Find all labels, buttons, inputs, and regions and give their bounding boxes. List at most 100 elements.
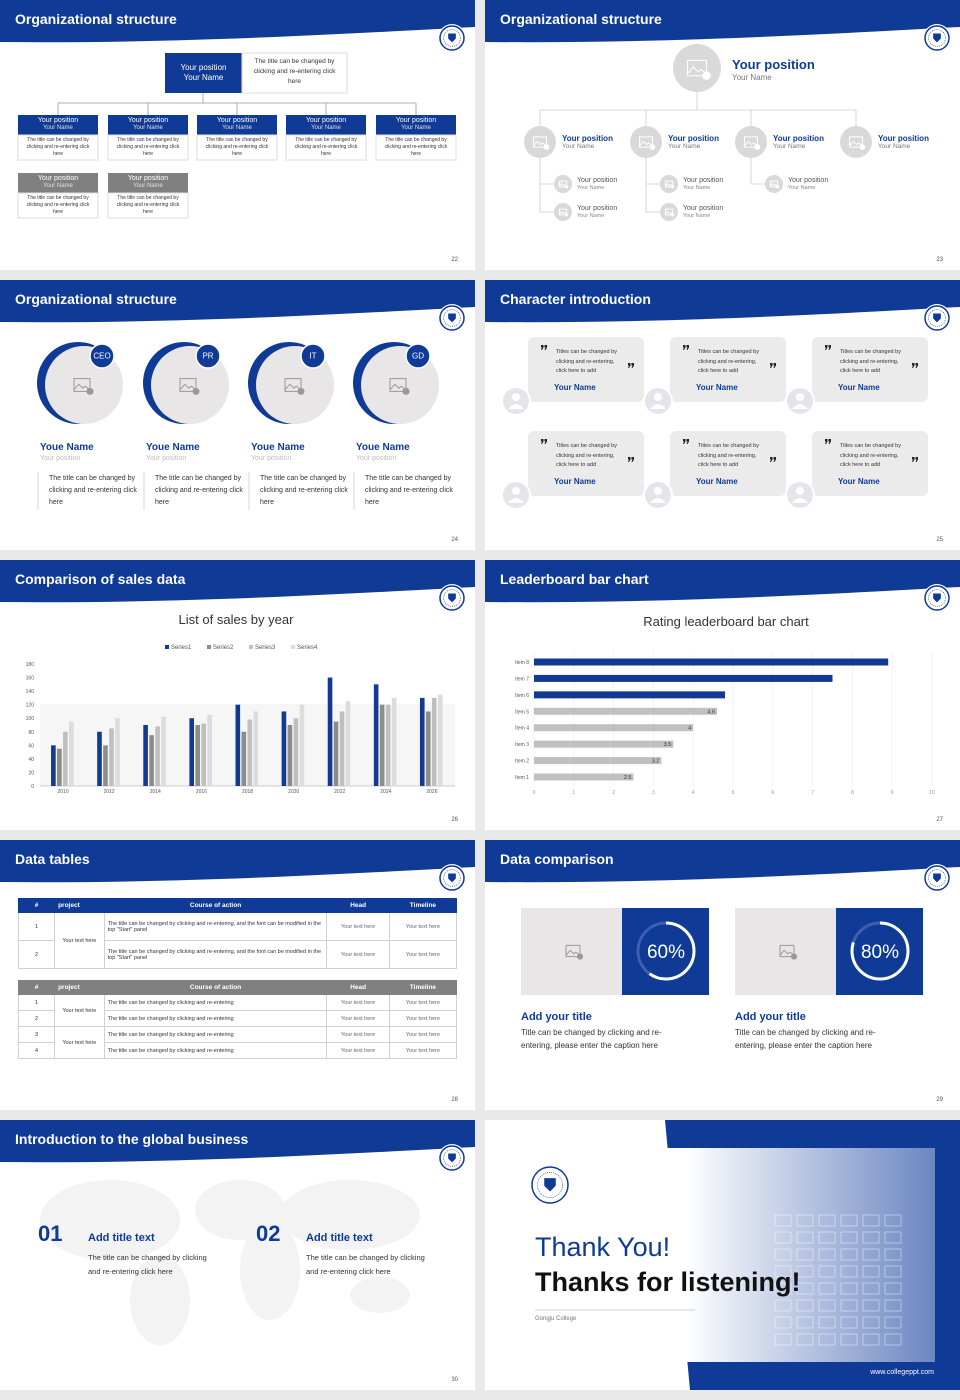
- building-window: [796, 1316, 814, 1329]
- slide-graphics: Rating leaderboard bar chart 0 1 2 3 4 5 6 7 8 9 10…: [485, 560, 960, 796]
- card: [670, 431, 786, 496]
- name: Your Name: [732, 73, 772, 82]
- box-header: [18, 173, 98, 193]
- image-icon-plus: [297, 387, 305, 395]
- slide-title: Character introduction: [500, 291, 651, 307]
- position: Your position: [683, 205, 724, 212]
- page-number: 28: [451, 1097, 458, 1103]
- bar: [419, 697, 425, 786]
- bar: [189, 718, 195, 786]
- building-window: [884, 1248, 902, 1261]
- y-tick-label: Item 8: [515, 660, 529, 666]
- table-row: 3 Your text here The title can be changed …: [17, 1026, 458, 1059]
- bar: [385, 704, 391, 786]
- map-shape: [40, 1180, 180, 1260]
- badge: [195, 343, 221, 369]
- image-icon-mountain: [665, 182, 673, 187]
- image-icon-plus: [671, 213, 675, 217]
- position: Your position: [395, 117, 437, 124]
- slide-title: Introduction to the global business: [15, 1131, 249, 1147]
- quote-mark: [683, 439, 689, 444]
- avatar: [673, 44, 721, 92]
- table-cell: Your text here: [54, 1026, 105, 1059]
- slide-graphics: [0, 840, 475, 892]
- bar: [431, 697, 437, 786]
- position: Your position: [732, 57, 815, 72]
- bar: [207, 714, 212, 786]
- avatar: [554, 203, 572, 221]
- name: Your Name: [773, 143, 806, 150]
- quote-mark: [770, 363, 776, 368]
- name: Your Name: [577, 213, 605, 219]
- x-tick-label: 8: [851, 790, 854, 796]
- bar: [534, 757, 662, 765]
- item-text: The title can be changed by clicking and…: [88, 1253, 207, 1276]
- x-tick-label: 1: [572, 790, 575, 796]
- table-row: 2 The title can be changed by clicking an…: [17, 940, 458, 969]
- slide: Character introduction 25 Titles can be ch…: [485, 280, 960, 550]
- logo-emblem: [933, 33, 941, 43]
- bar: [534, 658, 889, 666]
- avatar: [524, 126, 556, 158]
- building-window: [818, 1231, 836, 1244]
- table-row: 1 Your text here The title can be changed …: [17, 994, 458, 1027]
- image-icon-plus: [543, 144, 550, 150]
- table-cell: Your text here: [326, 1010, 390, 1027]
- position: Your position: [668, 134, 719, 143]
- image-icon: [533, 136, 547, 148]
- page-number: 25: [936, 537, 943, 543]
- data-table: # project Course of action Head Timeline 1 You…: [17, 898, 458, 969]
- table-header-cell: Timeline: [388, 980, 458, 995]
- bar: [143, 725, 148, 786]
- slide: Organizational structure 22 Your position Y…: [0, 0, 475, 270]
- legend-swatch: [207, 645, 211, 649]
- slide: Data tables 28 # project Course of action Hea…: [0, 840, 475, 1110]
- position: Your position: [356, 455, 397, 462]
- logo-emblem: [933, 313, 941, 323]
- quote-mark: [825, 345, 831, 350]
- slide-title: Data comparison: [500, 851, 614, 867]
- value-label: 3.5: [664, 742, 672, 748]
- image-icon-mountain: [389, 383, 407, 391]
- y-tick-label: 40: [28, 757, 34, 763]
- building-window: [862, 1231, 880, 1244]
- quote-mark: [541, 345, 547, 350]
- header-band: [0, 1120, 475, 1163]
- building-window: [862, 1282, 880, 1295]
- avatar: [840, 126, 872, 158]
- logo-inner: [928, 309, 946, 327]
- name: Your Name: [554, 477, 596, 486]
- avatar-head: [512, 487, 520, 495]
- avatar: [660, 203, 678, 221]
- url: www.collegeppt.com: [870, 1369, 934, 1376]
- image-icon-plus: [565, 213, 569, 217]
- badge-label: GD: [412, 352, 424, 361]
- badge-label: PR: [202, 352, 213, 361]
- table-cell: Your text here: [388, 940, 458, 969]
- table-cell: The title can be changed by clicking and…: [103, 940, 328, 969]
- y-tick-label: 60: [28, 743, 34, 749]
- image-icon-mountain: [73, 383, 91, 391]
- data-table: # project Course of action Head Timeline 1 You…: [17, 980, 458, 1059]
- image-icon: [389, 378, 407, 392]
- bar: [97, 731, 102, 786]
- image-icon-mountain: [559, 210, 567, 215]
- avatar: [630, 126, 662, 158]
- building-window: [818, 1214, 836, 1227]
- table-cell: 3: [17, 1026, 56, 1043]
- building-window: [774, 1333, 792, 1346]
- quote-mark: [683, 345, 689, 350]
- y-tick-label: Item 5: [515, 709, 529, 715]
- badge: [300, 343, 326, 369]
- y-tick-label: 0: [31, 784, 34, 790]
- box-note: [375, 134, 457, 161]
- building-window: [840, 1282, 858, 1295]
- slide: 60% 80% Data comparison 29 Add your title Tit…: [485, 840, 960, 1110]
- item-title: Add title text: [88, 1232, 155, 1244]
- table-header-cell: Course of action: [103, 898, 328, 913]
- building-window: [818, 1333, 836, 1346]
- table-header-cell: Head: [326, 980, 390, 995]
- ring-arc: [636, 921, 696, 981]
- bar: [534, 707, 718, 715]
- table-cell: 1: [17, 912, 56, 941]
